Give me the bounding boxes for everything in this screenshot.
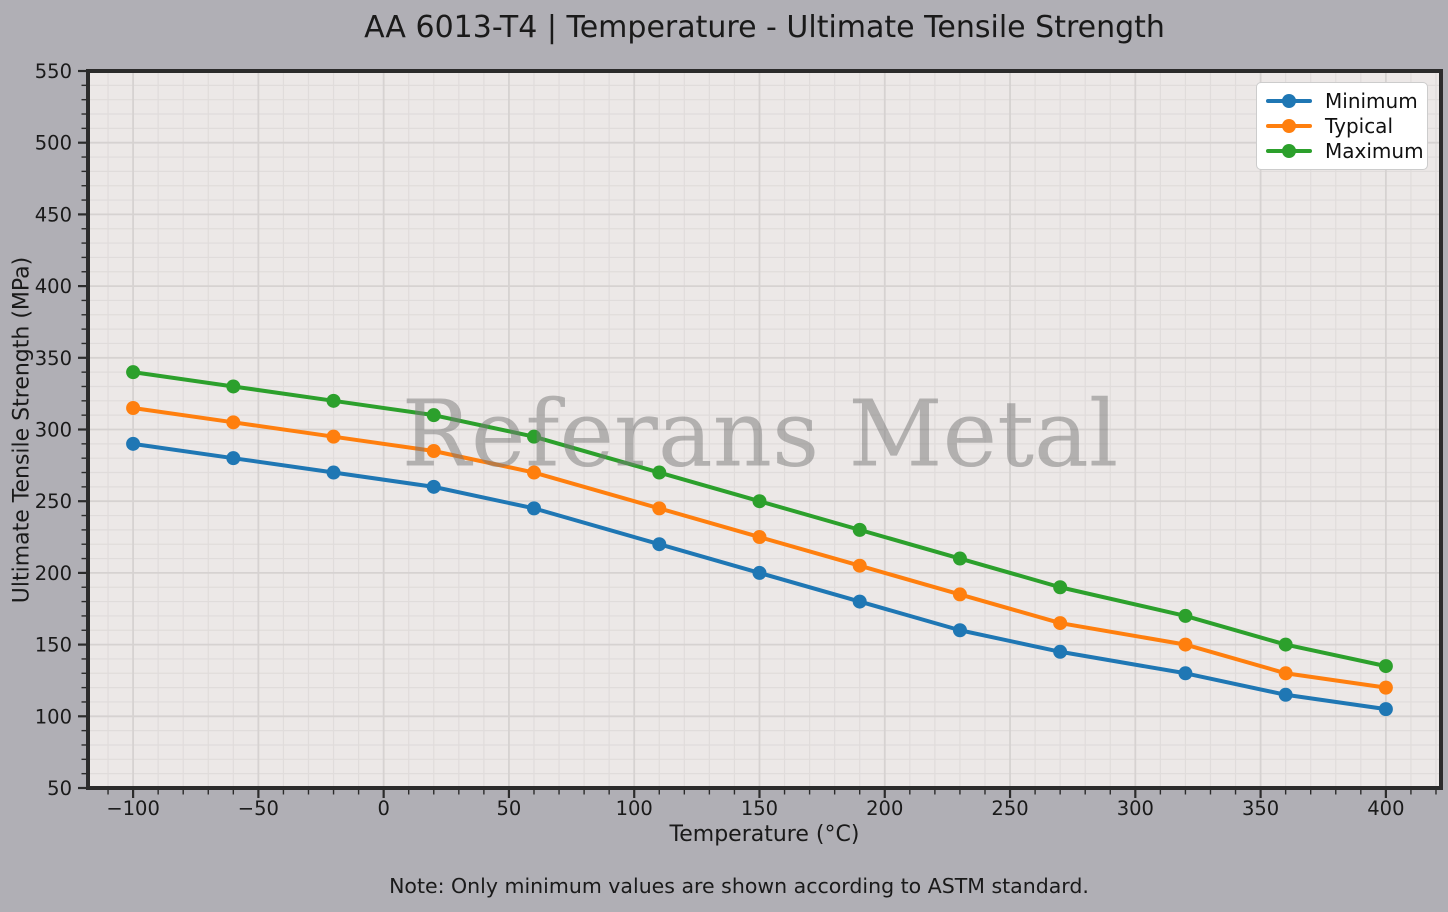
y-tick-label: 100 <box>35 705 72 728</box>
y-tick-label: 350 <box>35 347 72 370</box>
legend-line-sample-minimum <box>1266 94 1312 108</box>
data-point-marker <box>1278 637 1293 652</box>
data-point-marker <box>952 587 967 602</box>
legend: Minimum Typical Maximum <box>1256 82 1428 170</box>
series-minimum <box>126 436 1393 717</box>
data-point-marker <box>526 501 541 516</box>
x-tick-label: 150 <box>741 797 778 820</box>
x-tick-label: 300 <box>1117 797 1154 820</box>
x-tick-label: 350 <box>1242 797 1279 820</box>
y-tick-label: 150 <box>35 634 72 657</box>
data-point-marker <box>326 465 341 480</box>
data-point-marker <box>1278 687 1293 702</box>
data-point-marker <box>1178 666 1193 681</box>
data-point-marker <box>752 530 767 545</box>
data-point-marker <box>226 415 241 430</box>
y-tick-label: 400 <box>35 275 72 298</box>
data-point-marker <box>126 365 141 380</box>
data-point-marker <box>1178 608 1193 623</box>
watermark-text: Referans Metal <box>401 380 1119 488</box>
legend-line-sample-typical <box>1266 119 1312 133</box>
data-point-marker <box>1053 580 1068 595</box>
data-point-marker <box>1053 616 1068 631</box>
x-tick-label: 200 <box>866 797 903 820</box>
series-typical <box>126 400 1393 695</box>
chart-title: AA 6013-T4 | Temperature - Ultimate Tens… <box>364 10 1165 45</box>
data-point-marker <box>1378 702 1393 717</box>
data-point-marker <box>526 429 541 444</box>
data-point-marker <box>226 379 241 394</box>
data-point-marker <box>652 465 667 480</box>
x-tick-label: 250 <box>991 797 1028 820</box>
data-point-marker <box>426 479 441 494</box>
data-point-marker <box>952 551 967 566</box>
data-point-marker <box>652 537 667 552</box>
x-axis-label: Temperature (°C) <box>669 822 860 847</box>
legend-label-maximum: Maximum <box>1325 139 1424 163</box>
x-tick-label: −100 <box>106 797 160 820</box>
legend-marker-dot-minimum <box>1282 94 1296 108</box>
legend-item-minimum: Minimum <box>1266 91 1427 111</box>
y-tick-label: 200 <box>35 562 72 585</box>
data-point-marker <box>226 451 241 466</box>
data-point-marker <box>326 429 341 444</box>
data-point-marker <box>426 444 441 459</box>
x-tick-label: 0 <box>377 797 389 820</box>
y-tick-label: 450 <box>35 203 72 226</box>
legend-line-sample-maximum <box>1266 144 1312 158</box>
note-text: Note: Only minimum values are shown acco… <box>389 874 1089 898</box>
data-point-marker <box>526 465 541 480</box>
y-tick-label: 500 <box>35 132 72 155</box>
legend-item-maximum: Maximum <box>1266 141 1427 161</box>
x-tick-label: 400 <box>1367 797 1404 820</box>
series-maximum <box>126 365 1393 674</box>
data-point-marker <box>952 623 967 638</box>
x-tick-label: −50 <box>238 797 279 820</box>
y-tick-label: 250 <box>35 490 72 513</box>
data-point-marker <box>852 558 867 573</box>
data-point-marker <box>652 501 667 516</box>
legend-item-typical: Typical <box>1266 116 1427 136</box>
x-tick-label: 50 <box>497 797 522 820</box>
axis-ticks <box>78 69 1437 798</box>
y-tick-labels: 50 100 150 200 250 300 350 400 450 500 550 <box>35 60 72 800</box>
data-point-marker <box>326 393 341 408</box>
axes-spines <box>86 69 1443 790</box>
y-tick-label: 550 <box>35 60 72 83</box>
data-point-marker <box>126 400 141 415</box>
data-point-marker <box>852 594 867 609</box>
data-point-marker <box>752 565 767 580</box>
data-point-marker <box>426 408 441 423</box>
data-point-marker <box>126 436 141 451</box>
legend-marker-dot-typical <box>1282 119 1296 133</box>
y-tick-label: 50 <box>47 777 72 800</box>
x-tick-labels: −100 −50 0 50 100 150 200 250 300 350 400 <box>106 797 1404 820</box>
data-point-marker <box>1378 659 1393 674</box>
y-axis-label: Ultimate Tensile Strength (MPa) <box>9 256 35 604</box>
data-point-marker <box>1053 644 1068 659</box>
data-point-marker <box>752 494 767 509</box>
data-point-marker <box>1178 637 1193 652</box>
legend-label-minimum: Minimum <box>1325 89 1418 113</box>
y-tick-label: 300 <box>35 419 72 442</box>
data-point-marker <box>1378 680 1393 695</box>
legend-label-typical: Typical <box>1325 114 1393 138</box>
data-point-marker <box>852 522 867 537</box>
x-tick-label: 100 <box>616 797 653 820</box>
legend-marker-dot-maximum <box>1282 144 1296 158</box>
data-point-marker <box>1278 666 1293 681</box>
